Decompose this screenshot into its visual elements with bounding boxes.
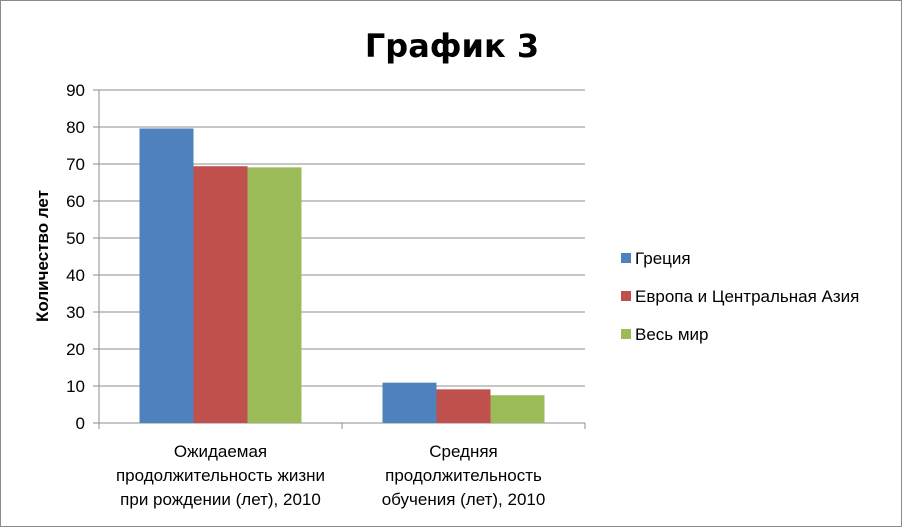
category-label: Средняя продолжительность обучения (лет), … [382,442,546,509]
category-label-line: при рождении (лет), 2010 [120,490,321,509]
category-label-line: обучения (лет), 2010 [382,490,546,509]
bar [139,128,194,423]
bar [382,382,437,423]
category-label-line: Ожидаемая [174,442,267,461]
legend-swatch [621,291,631,301]
category-label-line: Средняя [429,442,498,461]
y-tick-label: 20 [66,340,85,359]
y-tick-label: 0 [76,414,85,433]
y-axis-label: Количество лет [33,190,52,322]
y-tick-label: 30 [66,303,85,322]
y-tick-label: 80 [66,118,85,137]
category-labels: Ожидаемая продолжительность жизни при рожд… [116,442,545,509]
chart-title: График 3 [365,27,539,65]
bar [193,166,248,423]
category-label: Ожидаемая продолжительность жизни при рожд… [116,442,325,509]
y-tick-label: 40 [66,266,85,285]
y-tick-label: 60 [66,192,85,211]
bar [490,395,545,423]
legend: Греция Европа и Центральная Азия Весь мир [621,249,859,344]
category-label-line: продолжительность [385,466,542,485]
legend-label: Греция [635,249,691,268]
legend-label: Европа и Центральная Азия [635,287,859,306]
bar [247,167,302,423]
legend-label: Весь мир [635,325,709,344]
y-tick-label: 70 [66,155,85,174]
y-tick-label: 50 [66,229,85,248]
bars [139,128,545,423]
y-tick-label: 10 [66,377,85,396]
category-label-line: продолжительность жизни [116,466,325,485]
bar [436,389,491,423]
legend-swatch [621,329,631,339]
legend-swatch [621,253,631,263]
y-tick-label: 90 [66,81,85,100]
y-tick-labels: 0 10 20 30 40 50 60 70 80 90 [66,81,85,433]
